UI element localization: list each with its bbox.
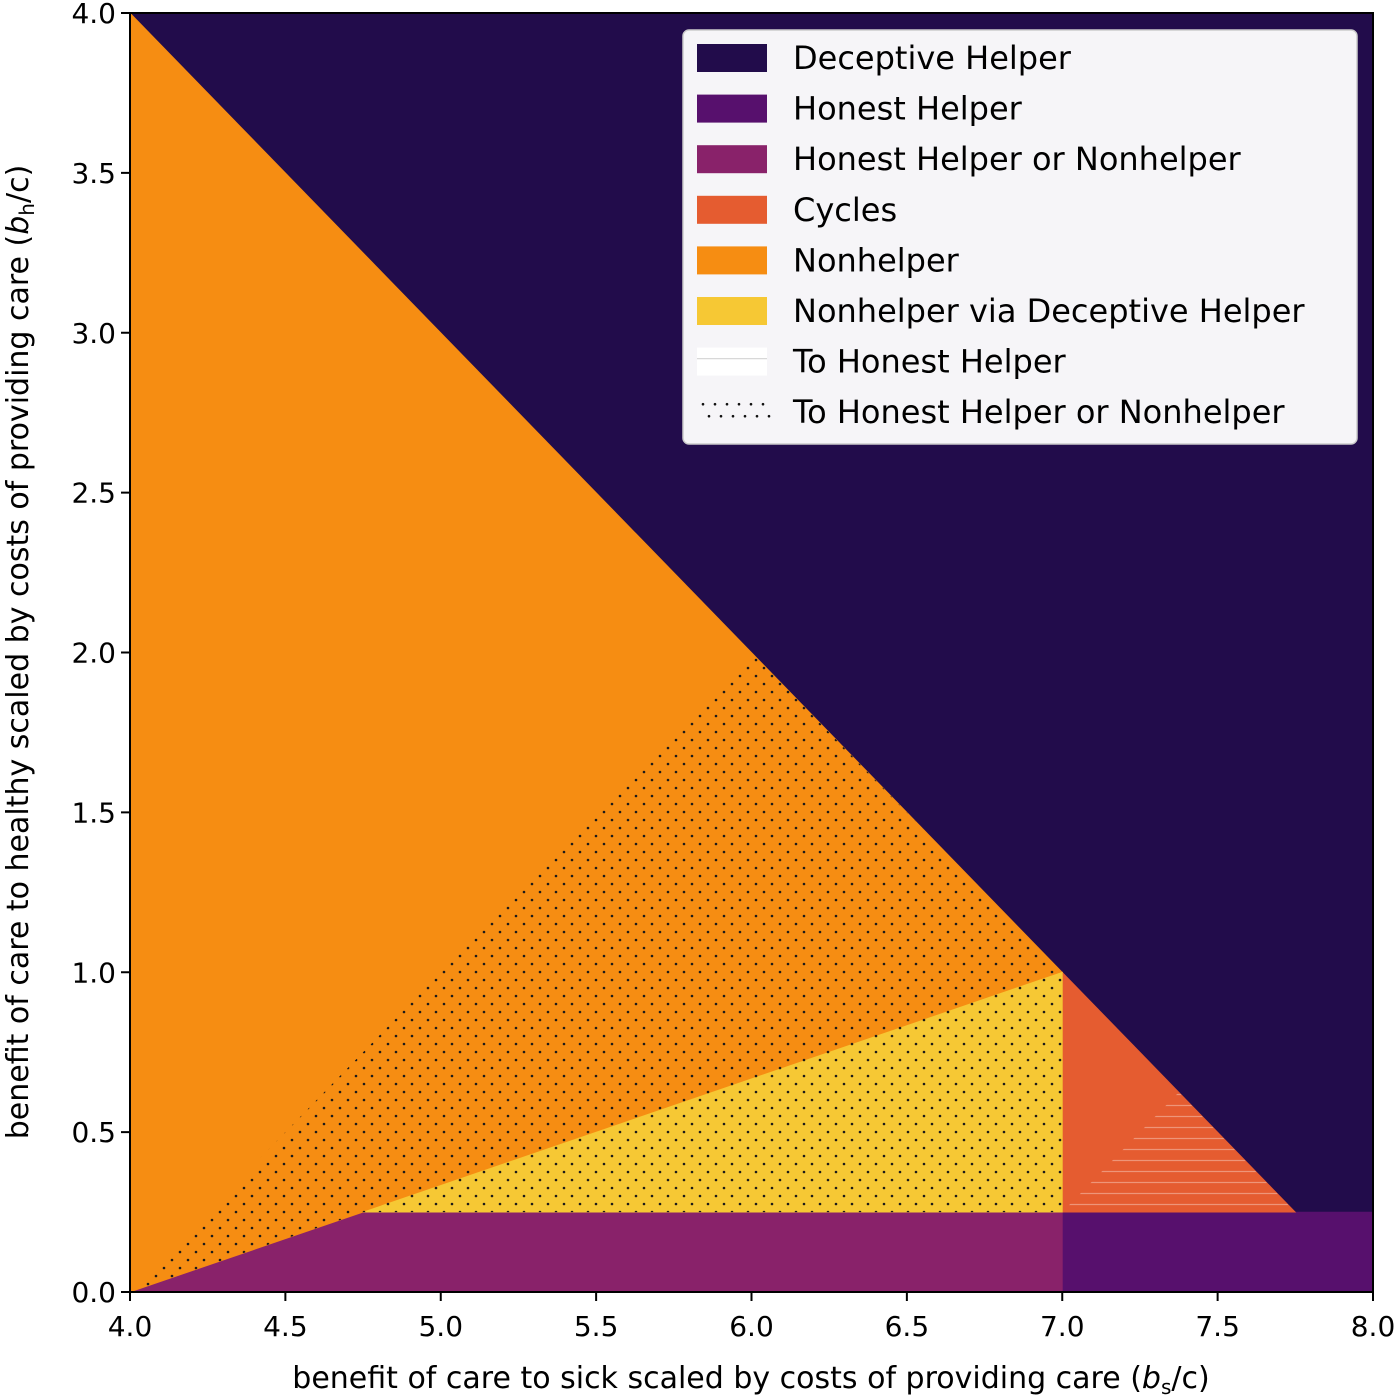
legend-cycles-swatch: [697, 195, 767, 224]
y-tick-label: 0.5: [71, 1116, 116, 1149]
y-axis: 0.0 0.5 1.0 1.5 2.0 2.5 3.0 3.5 4.0: [71, 0, 130, 1309]
region-honest-helper: [1061, 1211, 1373, 1292]
y-tick-label: 0.0: [71, 1276, 116, 1309]
x-axis-label: benefit of care to sick scaled by costs …: [292, 1361, 1209, 1396]
hatches-layer: [130, 652, 1296, 1292]
legend-deceptive-helper-label: Deceptive Helper: [793, 39, 1072, 77]
legend-to-honest-helper-swatch: [697, 347, 767, 376]
legend-to-honest-helper-or-nonhelper-label: To Honest Helper or Nonhelper: [792, 393, 1285, 431]
legend-to-honest-helper-or-nonhelper-swatch: [701, 402, 771, 418]
x-tick-label: 7.5: [1195, 1310, 1240, 1343]
x-axis: 4.0 4.5 5.0 5.5 6.0 6.5 7.0 7.5 8.0: [108, 1292, 1396, 1343]
legend: Deceptive Helper Honest Helper Honest Help…: [682, 29, 1358, 445]
x-tick-label: 8.0: [1351, 1310, 1396, 1343]
x-tick-label: 5.0: [418, 1310, 463, 1343]
legend-deceptive-helper-swatch: [697, 44, 767, 72]
legend-nonhelper-via-deceptive-helper-label: Nonhelper via Deceptive Helper: [793, 292, 1305, 330]
x-tick-label: 7.0: [1040, 1310, 1085, 1343]
y-tick-label: 4.0: [71, 0, 116, 30]
legend-honest-helper-or-nonhelper-swatch: [697, 145, 767, 174]
x-tick-label: 6.0: [729, 1310, 774, 1343]
y-tick-label: 2.5: [71, 477, 116, 510]
y-tick-label: 2.0: [71, 637, 116, 670]
x-tick-label: 5.5: [574, 1310, 619, 1343]
legend-honest-helper-label: Honest Helper: [793, 90, 1023, 128]
y-tick-label: 3.5: [71, 157, 116, 190]
legend-nonhelper-label: Nonhelper: [793, 241, 960, 279]
y-axis-label: benefit of care to healthy scaled by cos…: [1, 165, 39, 1140]
y-tick-label: 1.5: [71, 796, 116, 829]
hatch-to-honest-helper: [1062, 1092, 1296, 1213]
legend-honest-helper-or-nonhelper-label: Honest Helper or Nonhelper: [793, 140, 1242, 178]
legend-honest-helper-swatch: [697, 94, 767, 123]
y-tick-label: 3.0: [71, 317, 116, 350]
hatch-to-honest-helper-or-nonhelper: [130, 652, 1063, 1292]
legend-box: [682, 29, 1358, 445]
legend-cycles-label: Cycles: [793, 191, 897, 229]
x-tick-label: 4.5: [263, 1310, 308, 1343]
x-tick-label: 6.5: [885, 1310, 930, 1343]
x-tick-label: 4.0: [108, 1310, 153, 1343]
legend-nonhelper-swatch: [697, 246, 767, 275]
legend-nonhelper-via-deceptive-helper-swatch: [697, 297, 767, 325]
y-tick-label: 1.0: [71, 956, 116, 989]
legend-to-honest-helper-label: To Honest Helper: [792, 343, 1067, 381]
